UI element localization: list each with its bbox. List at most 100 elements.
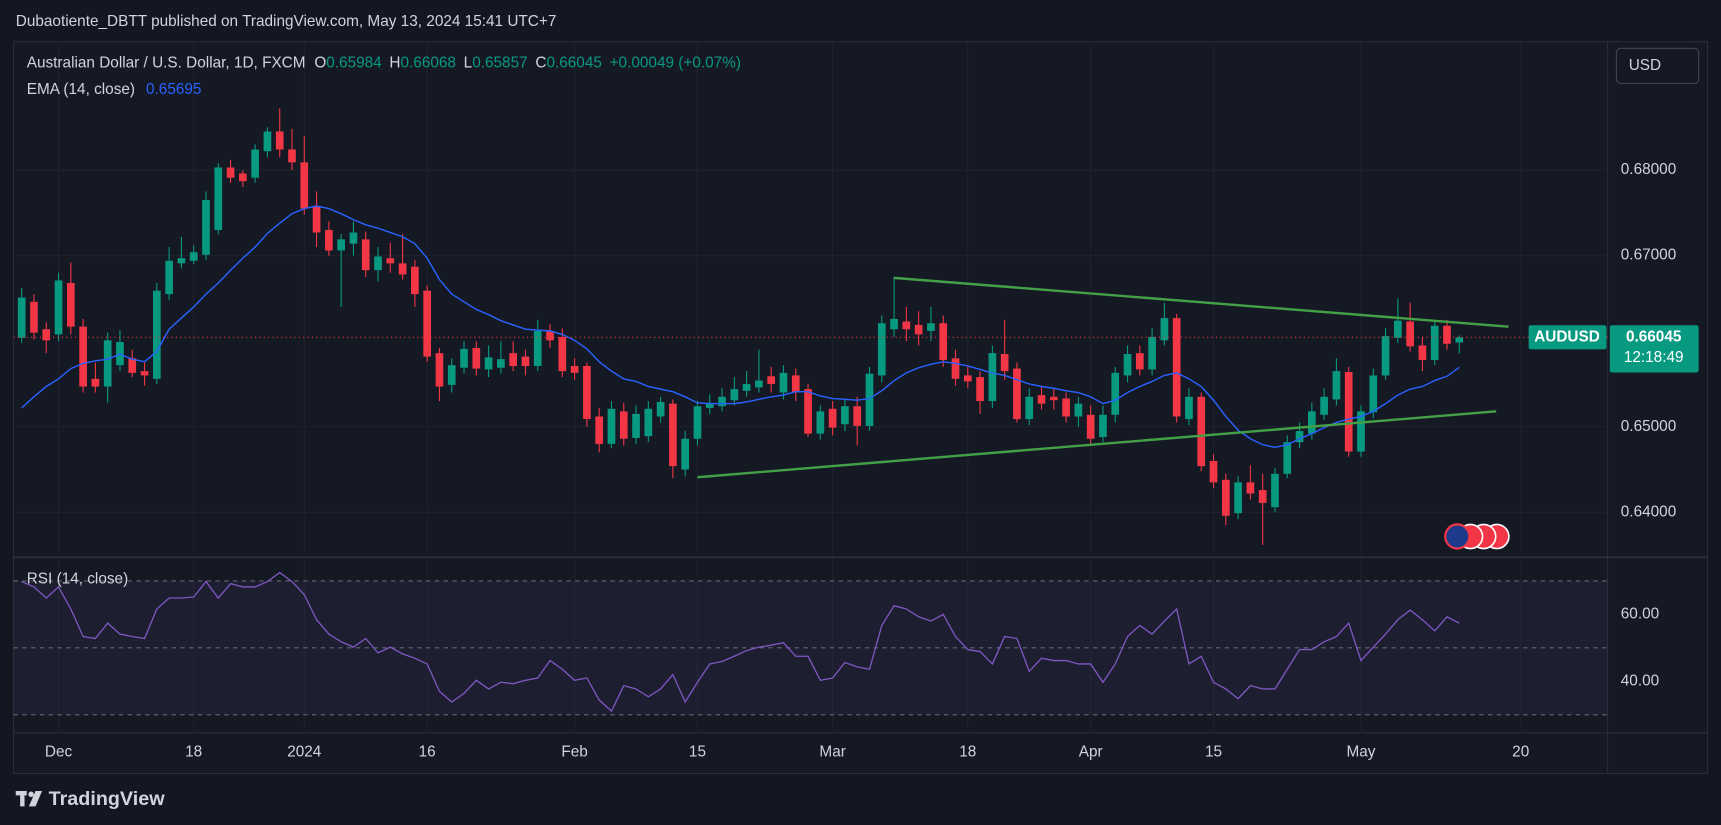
- candle-body: [816, 411, 825, 434]
- candle-body: [386, 258, 395, 264]
- candle-body: [1086, 414, 1095, 439]
- pane-title: RSI (14, close): [27, 570, 128, 587]
- y-tick-label: 0.64000: [1621, 503, 1676, 520]
- x-tick-label: 18: [185, 744, 202, 761]
- candle-body: [1111, 372, 1120, 415]
- legend-text: +0.00049 (+0.07%): [610, 55, 741, 72]
- candle-body: [54, 280, 63, 335]
- candle-body: [189, 252, 198, 261]
- candle-body: [251, 149, 259, 178]
- candle-body: [521, 356, 530, 367]
- candle-body: [411, 266, 419, 295]
- candle-body: [103, 340, 112, 387]
- legend-text: 0.66045: [546, 55, 601, 72]
- x-tick-label: 20: [1512, 744, 1529, 761]
- candle-body: [1234, 482, 1242, 514]
- legend-text: C: [535, 55, 546, 72]
- brand-text: TradingView: [49, 788, 166, 810]
- legend-text: 0.65984: [326, 55, 382, 72]
- candle-body: [841, 406, 849, 425]
- candle-body: [239, 173, 247, 182]
- candle-body: [1443, 325, 1451, 344]
- candle-body: [742, 383, 751, 391]
- candle-body: [902, 321, 911, 330]
- candle-body: [607, 408, 616, 444]
- candle-body: [1197, 396, 1206, 467]
- legend-text: L: [464, 55, 473, 72]
- candle-body: [914, 324, 923, 335]
- candle-body: [865, 373, 874, 426]
- y-tick-label: 0.68000: [1621, 161, 1676, 178]
- candle-body: [656, 401, 665, 417]
- legend-text: H: [389, 55, 400, 72]
- event-flags[interactable]: [1444, 523, 1510, 550]
- candle-body: [558, 336, 567, 372]
- candle-body: [619, 411, 628, 439]
- x-tick-label: Feb: [561, 744, 587, 761]
- candle-body: [361, 239, 370, 271]
- candle-body: [890, 318, 898, 330]
- candle-body: [644, 408, 653, 437]
- candle-body: [1394, 320, 1402, 338]
- candle-body: [349, 232, 358, 244]
- x-tick-label: Apr: [1079, 744, 1103, 761]
- currency-button[interactable]: [1615, 47, 1700, 84]
- legend-text: EMA (14, close): [27, 81, 135, 98]
- candle-body: [669, 403, 677, 467]
- flag[interactable]: [1444, 523, 1471, 550]
- y-tick-label: 0.67000: [1621, 247, 1676, 264]
- publisher-line: Dubaotiente_DBTT published on TradingVie…: [16, 13, 557, 30]
- candle-body: [1000, 354, 1009, 372]
- candle-body: [1271, 473, 1279, 508]
- candle-body: [927, 323, 935, 331]
- candle-body: [1123, 354, 1132, 376]
- candle-body: [423, 290, 431, 357]
- candle-body: [263, 131, 272, 152]
- candle-body: [152, 290, 161, 379]
- candle-body: [877, 323, 886, 376]
- candle-body: [730, 389, 739, 401]
- y-tick-label: 60.00: [1621, 605, 1659, 622]
- candle-body: [1369, 375, 1378, 413]
- x-tick-label: Mar: [819, 744, 845, 761]
- candle-body: [447, 365, 456, 385]
- candle-body: [30, 301, 38, 333]
- candle-body: [1344, 371, 1353, 452]
- candle-body: [165, 260, 173, 295]
- logo-part: [28, 791, 34, 798]
- candle-body: [1013, 368, 1021, 420]
- legend-text: 0.66068: [401, 55, 456, 72]
- candle-body: [1062, 398, 1070, 417]
- candle-body: [91, 378, 100, 387]
- y-tick-label: 40.00: [1621, 672, 1659, 689]
- legend-text: 0.65857: [472, 55, 527, 72]
- x-tick-label: 15: [689, 744, 706, 761]
- candle-body: [288, 149, 296, 163]
- candle-body: [1185, 396, 1193, 420]
- candle-body: [1160, 318, 1169, 341]
- candle-body: [1025, 396, 1034, 420]
- candle-body: [632, 413, 640, 438]
- candle-body: [484, 357, 493, 370]
- legend-text: 0.65695: [146, 81, 201, 98]
- candle-body: [17, 297, 26, 338]
- candle-body: [337, 239, 345, 251]
- candle-body: [779, 372, 788, 393]
- candle-body: [1332, 371, 1341, 400]
- candle-body: [1209, 460, 1218, 483]
- candle-body: [509, 353, 518, 367]
- candle-body: [398, 263, 407, 275]
- candle-body: [177, 258, 186, 264]
- candle-body: [1455, 337, 1464, 343]
- candle-body: [1049, 396, 1058, 401]
- candle-body: [939, 323, 948, 361]
- trend-line: [893, 276, 1509, 328]
- candle-body: [1295, 431, 1304, 443]
- currency-text[interactable]: USD: [1629, 57, 1661, 74]
- candle-body: [79, 326, 87, 387]
- candle-body: [1135, 353, 1144, 370]
- ema-line: [21, 205, 1460, 449]
- candle-body: [1406, 321, 1414, 347]
- candle-body: [693, 406, 702, 439]
